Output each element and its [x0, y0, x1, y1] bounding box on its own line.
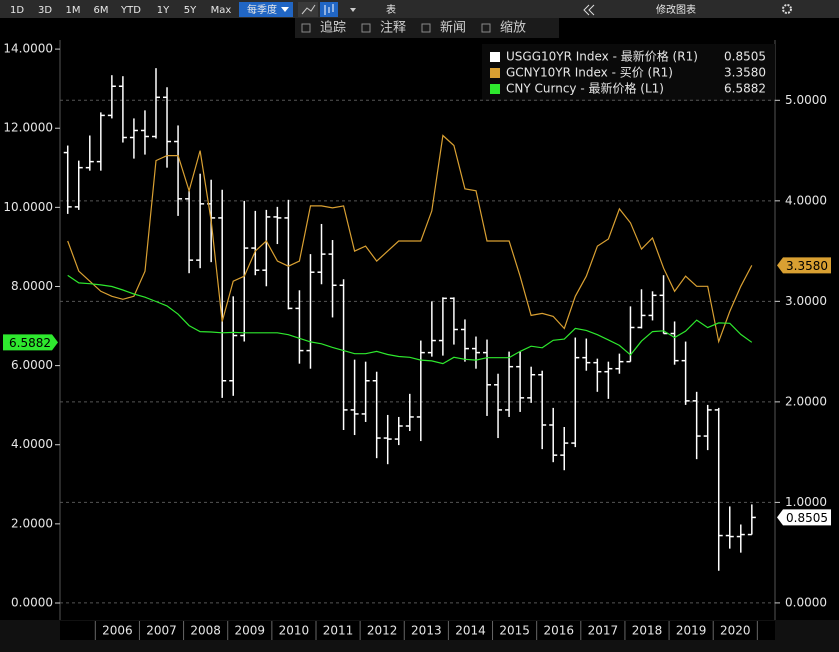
- y-tick-label: 12.0000: [3, 121, 53, 135]
- collapse-icon[interactable]: [583, 4, 595, 16]
- settings-icon[interactable]: [782, 4, 792, 14]
- x-tick-label: 2006: [102, 624, 133, 638]
- x-tick-label: 2015: [499, 624, 530, 638]
- tool-icon: [481, 23, 491, 33]
- y2-tick-label: 0.0000: [785, 595, 827, 609]
- y-tick-label: 2.0000: [11, 516, 53, 530]
- last-value-label: 6.5882: [9, 336, 51, 350]
- legend-label: USGG10YR Index - 最新价格 (R1): [506, 49, 698, 64]
- period-button[interactable]: Max: [211, 5, 232, 16]
- y-tick-label: 14.0000: [3, 42, 53, 56]
- table-button[interactable]: 表: [386, 3, 396, 16]
- period-button[interactable]: YTD: [120, 5, 141, 16]
- x-tick-label: 2012: [367, 624, 398, 638]
- tool-icon: [421, 23, 431, 33]
- legend-value: 3.3580: [724, 66, 766, 80]
- period-button[interactable]: 6M: [94, 5, 109, 16]
- y2-tick-label: 1.0000: [785, 495, 827, 509]
- y2-tick-label: 5.0000: [785, 93, 827, 107]
- dropdown-arrow[interactable]: [281, 7, 289, 12]
- x-tick-label: 2018: [632, 624, 663, 638]
- legend-swatch: [490, 52, 500, 62]
- period-button[interactable]: 3D: [38, 5, 52, 16]
- last-value-label: 3.3580: [786, 259, 828, 273]
- tools-bar: [295, 18, 559, 38]
- last-value-badge: [3, 334, 58, 351]
- edit-chart[interactable]: 修改图表: [656, 3, 696, 16]
- y-tick-label: 8.0000: [11, 279, 53, 293]
- x-axis-band: [60, 621, 775, 640]
- x-tick-label: 2009: [235, 624, 266, 638]
- frequency[interactable]: 每季度: [247, 3, 277, 16]
- series-line: [67, 134, 753, 344]
- frequency-button[interactable]: [239, 2, 293, 17]
- period-button[interactable]: 1D: [10, 5, 24, 16]
- x-tick-label: 2013: [411, 624, 442, 638]
- tool-button[interactable]: 新闻: [440, 20, 466, 36]
- tool-icon: [361, 23, 371, 33]
- legend-swatch: [490, 84, 500, 94]
- y-tick-label: 0.0000: [11, 595, 53, 609]
- legend-swatch: [490, 68, 500, 78]
- y2-tick-label: 4.0000: [785, 193, 827, 207]
- y-tick-label: 10.0000: [3, 200, 53, 214]
- x-tick-label: 2014: [455, 624, 486, 638]
- last-value-label: 0.8505: [786, 511, 828, 525]
- x-tick-label: 2008: [190, 624, 221, 638]
- legend: [482, 44, 775, 101]
- legend-value: 0.8505: [724, 50, 766, 64]
- menu-arrow[interactable]: [350, 8, 356, 12]
- legend-value: 6.5882: [724, 82, 766, 96]
- line-icon-glyph: [301, 4, 316, 15]
- x-tick-label: 2007: [146, 624, 177, 638]
- x-tick-label: 2020: [720, 624, 751, 638]
- last-value-badge: [777, 257, 831, 274]
- y2-tick-label: 2.0000: [785, 394, 827, 408]
- y-tick-label: 4.0000: [11, 437, 53, 451]
- x-tick-label: 2019: [676, 624, 707, 638]
- x-tick-label: 2010: [279, 624, 310, 638]
- series-line: [67, 274, 753, 365]
- bar-icon-glyph: [324, 4, 334, 15]
- period-button[interactable]: 1Y: [157, 5, 170, 16]
- tool-icon: [301, 23, 311, 33]
- legend-label: CNY Curncy - 最新价格 (L1): [506, 81, 664, 96]
- x-tick-label: 2011: [323, 624, 354, 638]
- tool-button[interactable]: 追踪: [320, 20, 346, 36]
- toolbar: [0, 0, 839, 18]
- tool-button[interactable]: 注释: [380, 21, 406, 36]
- y-tick-label: 6.0000: [11, 358, 53, 372]
- x-tick-label: 2017: [588, 624, 619, 638]
- period-button[interactable]: 5Y: [184, 5, 197, 16]
- line-icon[interactable]: [298, 2, 318, 17]
- x-tick-label: 2016: [543, 624, 574, 638]
- last-value-badge: [777, 509, 831, 526]
- y2-tick-label: 3.0000: [785, 294, 827, 308]
- legend-label: GCNY10YR Index - 买价 (R1): [506, 66, 673, 80]
- tool-button[interactable]: 缩放: [500, 20, 526, 36]
- period-button[interactable]: 1M: [66, 5, 81, 16]
